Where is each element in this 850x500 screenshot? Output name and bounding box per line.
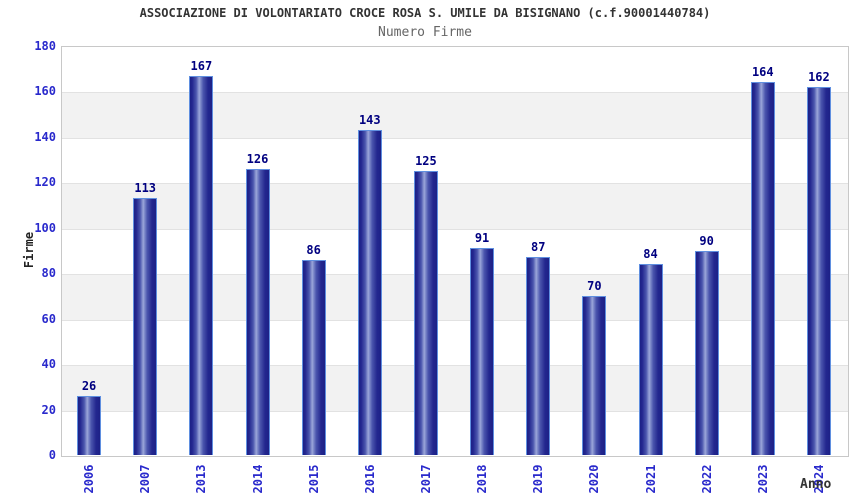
y-tick-label: 20: [41, 402, 56, 417]
grid-band: [62, 137, 848, 184]
grid-band: [62, 319, 848, 366]
bar-2014: [245, 168, 270, 455]
bar-value-label: 162: [808, 69, 830, 84]
bar-2017: [413, 170, 438, 455]
bar-2006: [77, 395, 102, 455]
y-tick-label: 180: [34, 39, 56, 53]
x-tick-label: 2015: [306, 464, 321, 494]
bar-2007: [133, 198, 158, 455]
y-axis-title: Firme: [22, 231, 36, 269]
bar-value-label: 90: [699, 233, 714, 248]
x-tick-label: 2016: [362, 464, 377, 494]
x-tick-label: 2023: [755, 464, 770, 494]
grid-band: [62, 183, 848, 229]
grid-band: [62, 92, 848, 138]
bar-value-label: 164: [751, 65, 774, 80]
bar-value-label: 87: [530, 240, 546, 255]
bar-2021: [638, 264, 663, 455]
bar-2024: [806, 86, 831, 455]
y-tick-label: 0: [48, 448, 56, 462]
x-tick-label: 2021: [643, 464, 658, 494]
x-tick-label: 2020: [587, 464, 602, 494]
y-tick-label: 40: [41, 357, 56, 372]
bar-value-label: 167: [190, 58, 213, 73]
x-tick-label: 2013: [194, 464, 209, 494]
x-tick-label: 2019: [531, 464, 546, 494]
x-axis-title: Anno: [800, 477, 832, 492]
grid-band: [62, 274, 848, 320]
y-tick-label: 100: [34, 220, 56, 235]
bar-2015: [301, 259, 326, 455]
x-tick-label: 2014: [250, 464, 265, 494]
y-tick-label: 140: [34, 129, 56, 144]
bar-value-label: 70: [587, 278, 602, 293]
bar-value-label: 91: [474, 231, 490, 246]
bar-2018: [470, 248, 495, 455]
bar-2016: [357, 130, 382, 455]
bar-value-label: 113: [134, 181, 157, 196]
bar-value-label: 26: [81, 378, 97, 393]
chart-title: ASSOCIAZIONE DI VOLONTARIATO CROCE ROSA …: [139, 6, 711, 20]
grid-band: [62, 365, 848, 411]
y-tick-label: 160: [34, 84, 56, 99]
x-tick-label: 2022: [699, 464, 714, 494]
bar-value-label: 86: [306, 242, 321, 257]
bar-2019: [526, 257, 551, 455]
bar-2013: [189, 75, 214, 455]
x-tick-label: 2017: [418, 464, 433, 494]
bar-value-label: 84: [643, 247, 658, 262]
grid-band: [62, 410, 848, 456]
y-tick-label: 80: [41, 266, 56, 281]
x-tick-label: 2018: [475, 464, 490, 494]
chart-subtitle: Numero Firme: [378, 25, 472, 40]
bar-value-label: 143: [358, 113, 381, 128]
y-tick-label: 60: [41, 311, 56, 326]
plot-area: [61, 46, 849, 457]
bar-2022: [694, 250, 719, 455]
bar-value-label: 125: [415, 153, 437, 168]
bar-2023: [750, 82, 775, 455]
y-tick-label: 120: [34, 175, 56, 190]
bar-value-label: 126: [246, 151, 269, 166]
bar-2020: [582, 295, 607, 455]
x-tick-label: 2006: [82, 464, 97, 494]
x-tick-label: 2007: [138, 464, 153, 494]
